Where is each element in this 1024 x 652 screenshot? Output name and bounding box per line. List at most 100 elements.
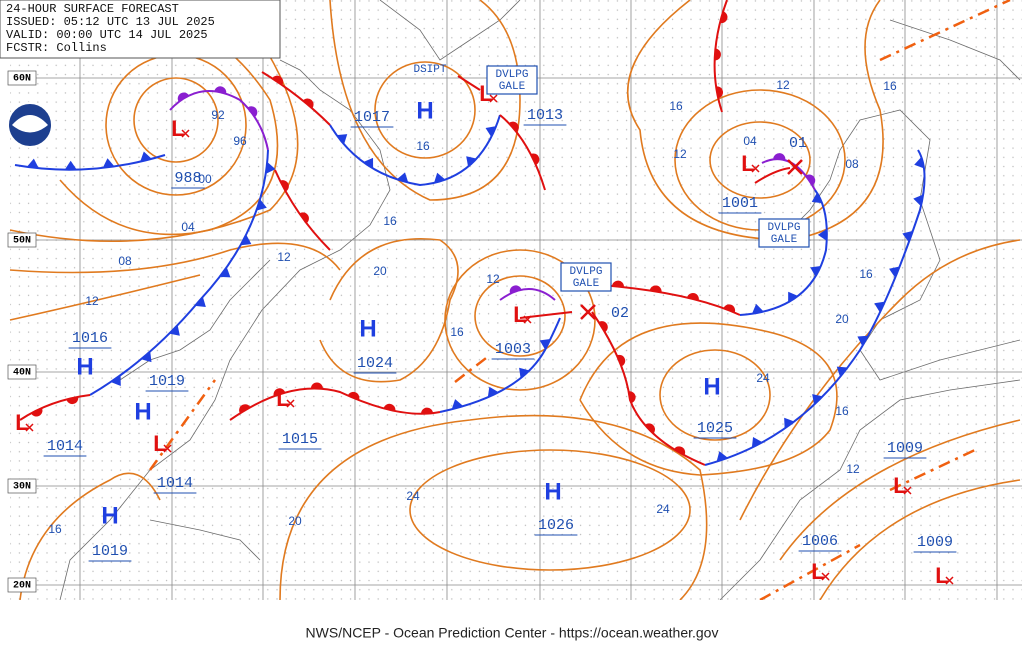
isobar-label: 12 — [673, 147, 687, 161]
isobar-label: 24 — [756, 371, 770, 385]
cold-front-barb — [451, 399, 464, 410]
pressure-label: 1024 — [357, 355, 393, 372]
motion-arrow — [519, 311, 573, 319]
cold-front-barb — [857, 335, 869, 347]
isobar-label: 12 — [846, 462, 860, 476]
new-low-pressure: 01 — [789, 135, 807, 152]
occl-front-barb — [214, 86, 227, 94]
cold-front-barb — [141, 351, 152, 363]
low-x — [286, 399, 295, 408]
high-symbol: H — [703, 373, 720, 400]
isobar-label: 92 — [211, 108, 225, 122]
occl-front-barb — [177, 92, 189, 102]
warm-front-barb — [673, 446, 686, 456]
pressure-label: 1019 — [92, 543, 128, 560]
warm-front-barb — [302, 98, 314, 109]
isobar-label: 08 — [845, 157, 859, 171]
cold-front-barb — [519, 367, 530, 379]
isobar-label: 20 — [373, 264, 387, 278]
cold-front-barb — [751, 437, 763, 448]
warm-front-barb — [598, 321, 608, 333]
low-symbol: L — [811, 559, 824, 584]
motion-arrow — [754, 167, 791, 184]
isobar-label: 12 — [776, 78, 790, 92]
cold-front-barb — [363, 157, 374, 169]
high-symbol: H — [359, 315, 376, 342]
low-x — [25, 423, 34, 432]
low-symbol: L — [171, 116, 184, 141]
isobar-label: 04 — [181, 220, 195, 234]
warm-front — [261, 71, 331, 126]
cold-front-barb — [539, 338, 551, 350]
low-symbol: L — [276, 386, 289, 411]
low-x — [903, 486, 912, 495]
isobar-label: 16 — [669, 99, 683, 113]
pressure-label: 1003 — [495, 341, 531, 358]
cold-front-barb — [64, 160, 77, 170]
trough — [759, 543, 861, 602]
warm-front — [499, 114, 546, 191]
cold-front — [329, 114, 501, 187]
cold-front-barb — [487, 386, 499, 398]
warm-front-barb — [719, 11, 728, 24]
low-symbol: L — [893, 473, 906, 498]
new-low-x — [787, 159, 803, 175]
warning-text: DVLPG — [767, 222, 800, 234]
cold-front-barb — [716, 451, 728, 462]
occl-front — [499, 288, 556, 301]
warm-front-barb — [310, 382, 323, 389]
warning-text: GALE — [499, 81, 526, 93]
lat-label-box — [7, 478, 37, 494]
cold-front-barb — [434, 172, 446, 184]
lat-label: 60N — [13, 74, 31, 85]
isobar-label: 04 — [743, 134, 757, 148]
isobar-label: 16 — [416, 139, 430, 153]
cold-front-barb — [140, 151, 152, 162]
cold-front — [439, 317, 561, 413]
new-low-x — [580, 304, 596, 320]
pressure-label: 1009 — [917, 534, 953, 551]
new-low-pressure: 02 — [611, 305, 629, 322]
low-x — [945, 576, 954, 585]
cold-front-barb — [902, 230, 913, 243]
cold-front — [739, 189, 828, 316]
cold-front-barb — [240, 234, 252, 246]
cold-front-barb — [219, 267, 231, 278]
pressure-label: 1014 — [47, 438, 83, 455]
isobar-label: 12 — [85, 294, 99, 308]
cold-front-barb — [788, 291, 799, 303]
warm-front — [229, 387, 441, 421]
lat-label-box — [7, 232, 37, 248]
low-x — [751, 164, 760, 173]
cold-front-barb — [913, 194, 924, 207]
warm-front-barb — [611, 280, 624, 288]
cold-front-barb — [265, 161, 276, 174]
isobar-label: 20 — [835, 312, 849, 326]
isobar-label: 16 — [450, 325, 464, 339]
warm-front-barb — [644, 423, 655, 434]
dissipating-label: DSIPT — [413, 64, 446, 76]
cold-front-barb — [256, 199, 267, 211]
isobar-label: 24 — [656, 502, 670, 516]
warm-front-barb — [715, 86, 724, 99]
pressure-label: 1015 — [282, 431, 318, 448]
warm-front — [599, 284, 741, 316]
noaa-logo — [7, 102, 53, 148]
warm-front-barb — [280, 180, 289, 192]
pressure-label: 988 — [174, 170, 201, 187]
occl-front-barb — [247, 106, 258, 118]
warm-front-barb — [239, 404, 251, 414]
low-x — [181, 129, 190, 138]
trough — [148, 379, 217, 471]
motion-arrow — [457, 75, 481, 91]
cold-front-barb — [817, 228, 827, 241]
warm-front-barb — [347, 391, 360, 401]
warning-text: DVLPG — [569, 266, 602, 278]
warm-front-barb — [299, 212, 309, 224]
cold-front-barb — [784, 417, 795, 429]
warning-box — [486, 65, 538, 95]
warning-text: GALE — [573, 278, 600, 290]
pressure-label: 1006 — [802, 533, 838, 550]
